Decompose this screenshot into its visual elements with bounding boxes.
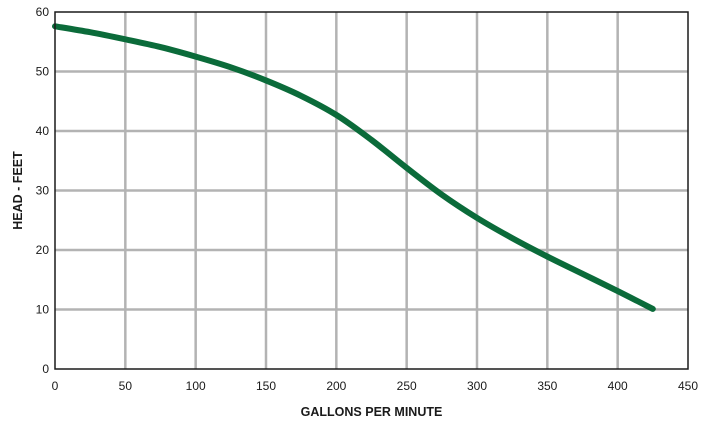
x-tick-label: 0: [52, 379, 59, 393]
y-tick-labels: 0 10 20 30 40 50 60: [36, 5, 50, 376]
y-tick-label: 20: [36, 243, 50, 257]
x-tick-label: 150: [256, 379, 276, 393]
grid: [55, 12, 688, 369]
series-layer: [52, 23, 656, 312]
y-axis-title: HEAD - FEET: [11, 151, 25, 230]
y-tick-label: 60: [36, 5, 50, 19]
x-tick-label: 50: [119, 379, 133, 393]
y-tick-label: 10: [36, 303, 50, 317]
x-tick-label: 400: [608, 379, 628, 393]
y-tick-label: 30: [36, 184, 50, 198]
y-tick-label: 50: [36, 65, 50, 79]
x-tick-label: 100: [186, 379, 206, 393]
plot-frame: [54, 11, 689, 370]
x-tick-label: 450: [678, 379, 698, 393]
x-axis-title: GALLONS PER MINUTE: [301, 405, 443, 419]
x-tick-label: 200: [326, 379, 346, 393]
y-tick-label: 0: [42, 362, 49, 376]
y-tick-label: 40: [36, 124, 50, 138]
x-tick-label: 300: [467, 379, 487, 393]
x-tick-label: 350: [537, 379, 557, 393]
x-tick-labels: 0 50 100 150 200 250 300 350 400 450: [52, 379, 699, 393]
series-line: [52, 23, 656, 312]
x-tick-label: 250: [397, 379, 417, 393]
